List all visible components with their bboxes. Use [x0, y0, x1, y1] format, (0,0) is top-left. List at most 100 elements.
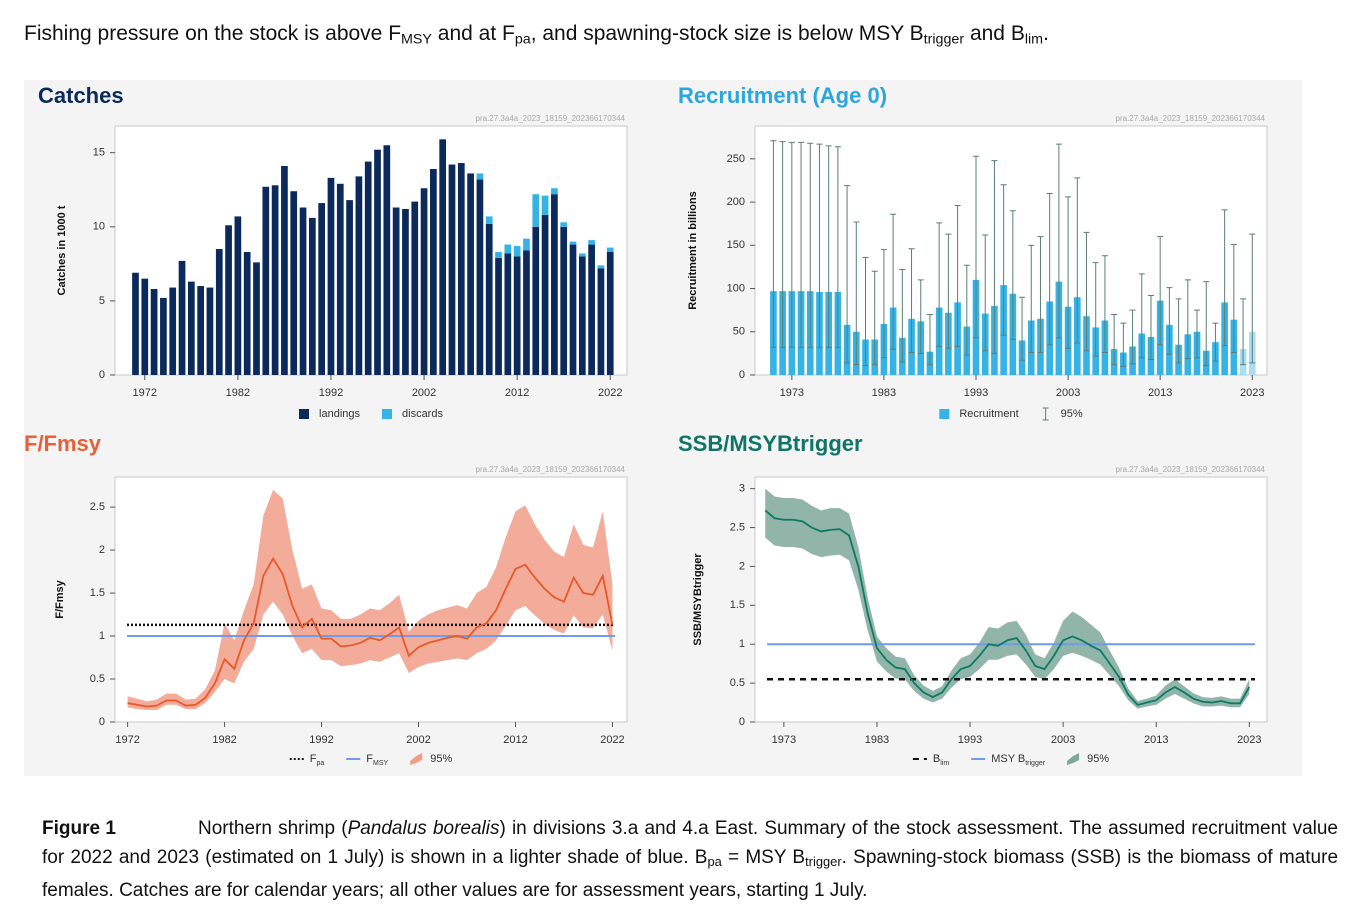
figure-caption: Figure 1 Northern shrimp (Pandalus boreal… [42, 814, 1338, 905]
bar [513, 256, 521, 375]
error-bar [982, 234, 989, 352]
legend: Fpa FMSY 95% [289, 753, 452, 767]
bar [225, 225, 232, 375]
error-bar [899, 269, 906, 363]
legend: landings discards [299, 408, 443, 420]
bar [606, 247, 614, 252]
y-tick-label: 3 [739, 483, 745, 495]
error-bar [1019, 296, 1026, 361]
caption-label: Figure 1 [42, 818, 116, 839]
bar [439, 139, 447, 375]
bar [169, 287, 177, 375]
text-run: and at F [431, 22, 515, 45]
chart-panel: SSB/MSYBtrigger pra.27.3a4a_2023_18159_20… [678, 431, 1268, 767]
error-bar [1101, 255, 1108, 354]
text-run: Fishing pressure on the stock is above F [24, 22, 402, 45]
y-tick-label: 200 [727, 196, 745, 208]
watermark: pra.27.3a4a_2023_18159_202366170344 [1116, 114, 1266, 123]
bar [290, 191, 298, 375]
y-tick-label: 0.5 [730, 677, 745, 689]
x-tick-label: 2002 [406, 734, 430, 746]
error-bar [1212, 322, 1219, 362]
bar [578, 253, 586, 257]
y-tick-label: 2.5 [90, 501, 105, 513]
text-run: . [1043, 22, 1049, 45]
y-tick-label: 5 [99, 295, 105, 307]
error-bar [1055, 143, 1062, 339]
legend-label: Fpa [310, 753, 325, 767]
y-tick-label: 2 [739, 560, 745, 572]
bar [551, 194, 558, 375]
bar [569, 241, 577, 245]
chart-panel: F/Fmsy pra.27.3a4a_2023_18159_20236617034… [24, 431, 628, 767]
y-tick-label: 2 [99, 544, 105, 556]
subscript: pa [707, 854, 722, 870]
error-bar [779, 141, 786, 348]
line [764, 509, 1251, 706]
error-bar [807, 142, 814, 348]
y-tick-label: 1 [739, 638, 745, 650]
text-run: Northern shrimp ( [198, 818, 348, 839]
error-bar [1138, 273, 1145, 359]
y-tick-label: 0 [99, 716, 105, 728]
x-tick-label: 1992 [309, 734, 333, 746]
subscript: trigger [805, 854, 842, 870]
legend-subscript: trigger [1025, 760, 1046, 767]
bar [392, 207, 400, 375]
error-bar [936, 222, 943, 347]
bar [420, 188, 428, 375]
error-bar [853, 221, 860, 366]
bar [476, 179, 484, 375]
error-bar [1249, 233, 1256, 364]
bar [476, 173, 484, 180]
error-bar [945, 233, 952, 349]
line [127, 556, 614, 708]
y-tick-label: 15 [93, 147, 105, 159]
x-tick-label: 2003 [1056, 387, 1080, 399]
chart-title: SSB/MSYBtrigger [678, 431, 863, 456]
legend: Recruitment 95% [939, 407, 1083, 421]
y-tick-label: 0 [739, 369, 745, 381]
error-bar [1166, 287, 1173, 355]
bar [606, 251, 614, 375]
y-tick-label: 10 [93, 221, 105, 233]
confidence-band [127, 489, 613, 710]
y-tick-label: 150 [727, 239, 745, 251]
bar [523, 250, 530, 375]
bar [206, 287, 214, 375]
bar [560, 226, 568, 375]
y-tick-label: 1 [99, 630, 105, 642]
x-tick-label: 2023 [1240, 387, 1264, 399]
bar [448, 164, 456, 375]
error-bar [788, 141, 795, 348]
watermark: pra.27.3a4a_2023_18159_202366170344 [476, 114, 626, 123]
legend-text: F [310, 753, 317, 765]
x-tick-label: 1983 [865, 734, 889, 746]
bar [551, 188, 558, 195]
legend-label: 95% [1061, 408, 1083, 420]
error-bar [880, 249, 887, 359]
bar [327, 177, 335, 375]
bar [178, 260, 186, 375]
x-tick-label: 2002 [412, 387, 436, 399]
bar [197, 286, 204, 375]
bar [374, 149, 381, 375]
chart-panel: Recruitment (Age 0) pra.27.3a4a_2023_1815… [678, 83, 1268, 421]
bar [364, 161, 372, 375]
bar [402, 209, 409, 375]
error-bar [798, 141, 805, 348]
headline: Fishing pressure on the stock is above F… [24, 22, 1049, 48]
bar [495, 257, 502, 375]
bar [215, 249, 223, 375]
x-tick-label: 1993 [958, 734, 982, 746]
bar [309, 217, 316, 375]
bar [560, 222, 568, 227]
bar [430, 168, 437, 375]
bar [150, 289, 158, 375]
chart-title: F/Fmsy [24, 431, 102, 456]
bar [187, 281, 195, 375]
watermark: pra.27.3a4a_2023_18159_202366170344 [1116, 465, 1266, 474]
error-bar [1129, 309, 1136, 365]
error-bar [1175, 298, 1182, 364]
legend-subscript: pa [317, 760, 325, 767]
